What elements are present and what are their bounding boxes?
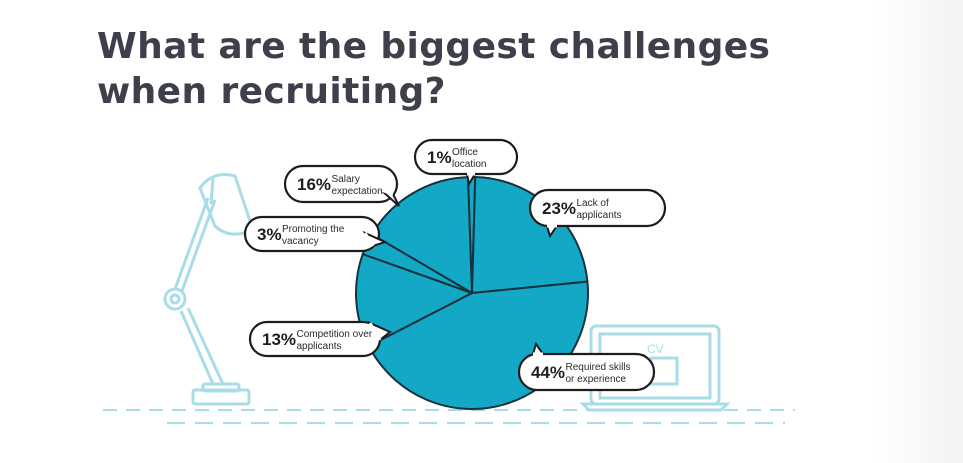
callout-bubble bbox=[243, 215, 381, 253]
callout-pointer-join bbox=[380, 188, 394, 196]
data-label-category: Office bbox=[452, 147, 478, 158]
data-label-value: 3% bbox=[257, 225, 282, 244]
data-label-value: 13% bbox=[262, 330, 296, 349]
callout-bubble bbox=[517, 352, 656, 392]
data-label-category: expectation bbox=[332, 186, 383, 197]
data-label-category: vacancy bbox=[282, 236, 319, 247]
data-label-category: or experience bbox=[566, 374, 627, 385]
callout-pointer-join bbox=[368, 322, 382, 341]
callout-bubble bbox=[283, 164, 399, 204]
data-label-category: Competition over bbox=[297, 329, 373, 340]
background-shade bbox=[870, 0, 963, 463]
desk-lamp-illustration bbox=[163, 173, 255, 406]
title-line-2: when recruiting? bbox=[97, 71, 446, 112]
callout-bubble bbox=[528, 188, 667, 228]
data-label-value: 16% bbox=[297, 175, 331, 194]
data-label-category: Promoting the bbox=[282, 224, 345, 235]
data-label-category: Required skills bbox=[566, 362, 631, 373]
callout-pointer-join bbox=[363, 232, 375, 247]
data-label-value: 23% bbox=[542, 199, 576, 218]
data-label-category: Lack of bbox=[577, 198, 609, 209]
data-label-category: applicants bbox=[577, 210, 622, 221]
data-label-category: applicants bbox=[297, 341, 342, 352]
title-line-1: What are the biggest challenges bbox=[97, 26, 771, 67]
laptop-screen-text: CV bbox=[647, 342, 664, 356]
desk-line-illustration bbox=[103, 409, 795, 424]
data-label-category: location bbox=[452, 159, 486, 170]
page-title: What are the biggest challenges when rec… bbox=[97, 24, 837, 114]
data-label-category: Salary bbox=[332, 174, 360, 185]
data-label-value: 1% bbox=[427, 148, 452, 167]
data-label-value: 44% bbox=[531, 363, 565, 382]
